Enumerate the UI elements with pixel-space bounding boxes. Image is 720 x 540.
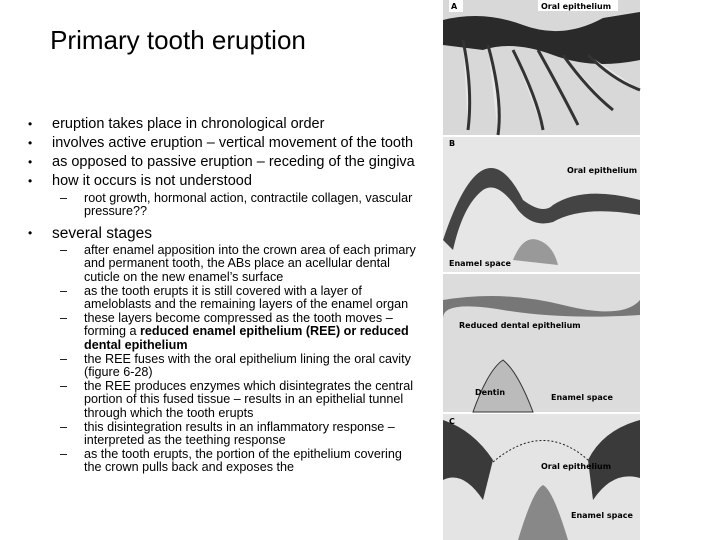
bullet: how it occurs is not understood (24, 173, 416, 190)
tooth (472, 359, 534, 413)
tunnel (492, 440, 589, 463)
sub-bullet: root growth, hormonal action, contractil… (24, 191, 416, 219)
tooth-crown (513, 239, 558, 265)
panel-label: Oral epithelium (567, 166, 637, 175)
papillae (461, 39, 641, 136)
text-run: the REE produces enzymes which disintegr… (84, 378, 414, 420)
panel-label: Enamel space (571, 511, 633, 520)
panel-label: Oral epithelium (541, 2, 611, 11)
panel-label: Oral epithelium (541, 462, 611, 471)
sub-bullet: after enamel apposition into the crown a… (24, 242, 416, 284)
epithelium (443, 12, 640, 64)
label-bg (538, 0, 618, 11)
text-run: the REE fuses with the oral epithelium l… (84, 351, 411, 379)
sub-bullet-list: root growth, hormonal action, contractil… (24, 191, 416, 219)
sub-bullet: this disintegration results in an inflam… (24, 419, 416, 448)
text-run: as the tooth erupts, the portion of the … (84, 446, 402, 475)
histology-figure: A Oral epithelium B Oral epithelium Enam… (443, 0, 641, 540)
text-run: this disintegration results in an inflam… (84, 419, 395, 447)
sub-bullet: these layers become compressed as the to… (24, 310, 416, 352)
panel-mid (443, 274, 640, 412)
panel-label: Reduced dental epithelium (459, 321, 581, 330)
epithelium (443, 420, 493, 500)
epithelium (443, 168, 640, 250)
text-run: as the tooth erupts it is still covered … (84, 283, 409, 311)
text-run: these layers become compressed as the to… (84, 310, 393, 339)
bullet: eruption takes place in chronological or… (24, 116, 416, 133)
sub-bullet: the REE produces enzymes which disintegr… (24, 378, 416, 420)
epithelium (588, 420, 640, 500)
bullet: several stages (24, 225, 416, 242)
sub-bullet: as the tooth erupts it is still covered … (24, 283, 416, 312)
panel-letter: B (449, 139, 455, 148)
panel-letter: C (449, 417, 455, 426)
sub-bullet: as the tooth erupts, the portion of the … (24, 446, 416, 475)
bullet: as opposed to passive eruption – recedin… (24, 154, 416, 171)
text-run: after enamel apposition into the crown a… (84, 242, 416, 284)
panel-letter: A (451, 2, 458, 11)
text-run: root growth, hormonal action, contractil… (84, 191, 413, 219)
panel-label: Enamel space (449, 259, 511, 268)
bold-text: reduced enamel epithelium (REE) or reduc… (84, 324, 409, 352)
bullet-list: eruption takes place in chronological or… (24, 116, 416, 479)
panel-label: Dentin (475, 388, 505, 397)
panel-label: Enamel space (551, 393, 613, 402)
letter-bg (449, 0, 463, 12)
slide-title: Primary tooth eruption (50, 25, 306, 55)
bullet: involves active eruption – vertical move… (24, 135, 416, 152)
epithelium (443, 296, 640, 318)
sub-bullet: the REE fuses with the oral epithelium l… (24, 351, 416, 380)
tooth (518, 485, 568, 540)
sub-bullet-list: after enamel apposition into the crown a… (24, 242, 416, 475)
